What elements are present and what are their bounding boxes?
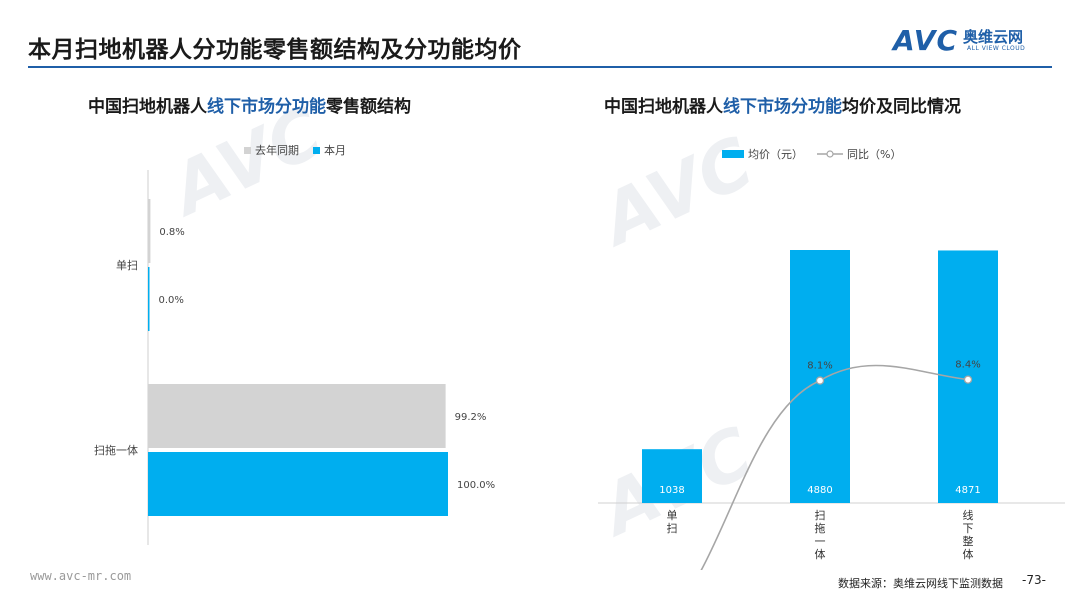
price-bar [642, 449, 702, 503]
data-label: 99.2% [455, 412, 487, 423]
yoy-label: 8.1% [807, 361, 832, 372]
footer-url: www.avc-mr.com [30, 569, 132, 583]
legend-label: 均价（元） [748, 148, 803, 161]
legend-swatch [244, 146, 251, 154]
left-bar-chart: 单扫 0.8% 0.0% 扫拖一体 99.2% 100.0% [94, 170, 495, 545]
right-chart-title: 中国扫地机器人线下市场分功能均价及同比情况 [604, 92, 961, 117]
logo-avc-text: AVC [893, 24, 958, 57]
bar-value-label: 4871 [955, 485, 980, 496]
legend-line-marker [817, 150, 843, 158]
category-label: 线 [963, 508, 974, 522]
category-label: 拖 [815, 521, 826, 535]
legend-swatch [313, 146, 320, 154]
yoy-line [700, 364, 969, 570]
category-label: 体 [963, 547, 974, 561]
category-label: 体 [815, 547, 826, 561]
left-title-highlight: 线下市场分功能 [207, 97, 326, 117]
left-chart-title: 中国扫地机器人线下市场分功能零售额结构 [88, 92, 411, 117]
yoy-label: 8.4% [955, 360, 980, 371]
logo-cn-text: 奥维云网 [963, 28, 1024, 46]
bar-this-month [148, 452, 448, 516]
data-label: 100.0% [457, 480, 495, 491]
logo-en-text: ALL VIEW CLOUD [967, 45, 1026, 52]
legend-swatch [722, 150, 744, 158]
legend-item-last-year: 去年同期 [244, 142, 299, 158]
bar-value-label: 1038 [659, 485, 684, 496]
left-title-post: 零售额结构 [326, 97, 411, 117]
data-label: 0.0% [159, 295, 184, 306]
legend-label: 去年同期 [255, 144, 299, 157]
legend-item-this-month: 本月 [313, 142, 346, 158]
page-title: 本月扫地机器人分功能零售额结构及分功能均价 [28, 37, 522, 63]
category-label: 扫拖一体 [94, 443, 138, 457]
right-title-highlight: 线下市场分功能 [723, 97, 842, 117]
right-title-pre: 中国扫地机器人 [604, 97, 723, 117]
data-label: 0.8% [159, 227, 184, 238]
legend-item-yoy: 同比（%） [817, 146, 901, 162]
bar-last-year [148, 384, 446, 448]
yoy-point [963, 375, 973, 384]
category-label: 扫 [815, 509, 826, 522]
footer-source: 数据来源：奥维云网线下监测数据 [838, 577, 1003, 590]
bar-value-label: 4880 [807, 485, 832, 496]
category-label: 一 [815, 535, 826, 548]
page-number: -73- [1022, 573, 1046, 587]
legend-label: 同比（%） [847, 148, 902, 161]
title-divider [28, 66, 1052, 68]
right-legend: 均价（元） 同比（%） [722, 146, 909, 162]
yoy-point [815, 376, 825, 385]
left-title-pre: 中国扫地机器人 [88, 97, 207, 117]
right-title-post: 均价及同比情况 [842, 97, 961, 117]
left-legend: 去年同期 本月 [244, 142, 354, 158]
category-label: 下 [963, 522, 974, 535]
legend-item-price: 均价（元） [722, 146, 803, 162]
legend-label: 本月 [324, 144, 346, 157]
category-label: 单扫 [116, 259, 138, 272]
bar-last-year [148, 199, 151, 263]
bar-this-month [148, 267, 150, 331]
category-label: 单 [667, 509, 678, 522]
category-label: 扫 [667, 522, 678, 535]
category-label: 整 [963, 534, 974, 548]
